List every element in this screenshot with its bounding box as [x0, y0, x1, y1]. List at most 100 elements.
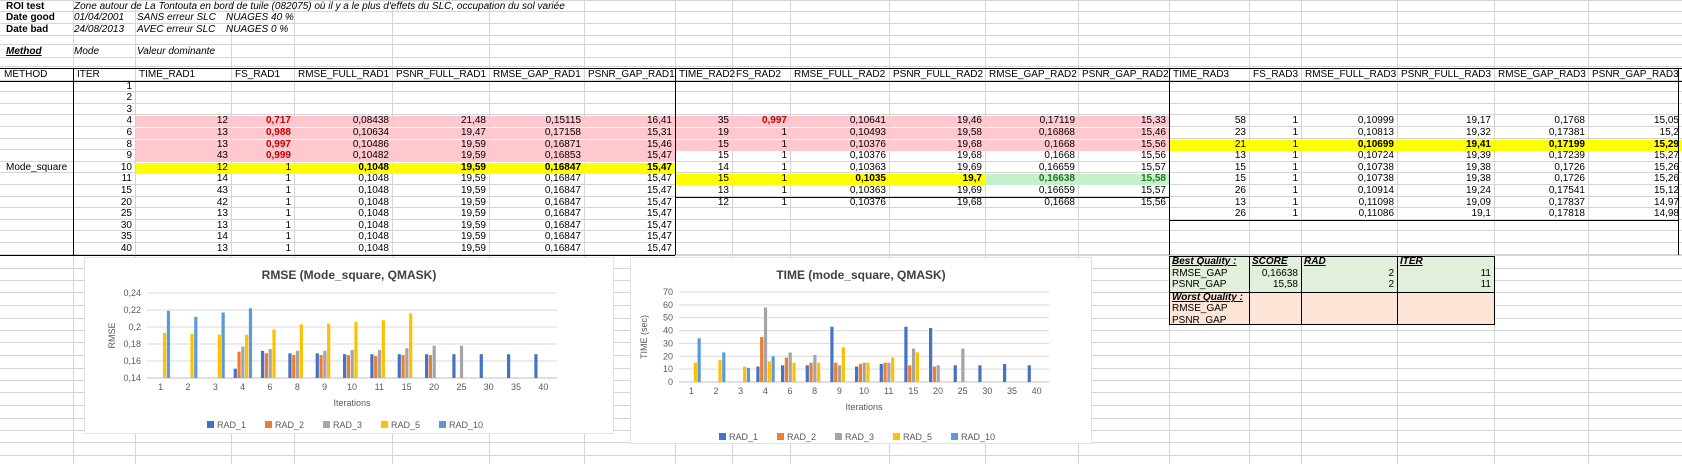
rad3-cell[interactable]: 19,41: [1465, 139, 1491, 150]
rad3-cell[interactable]: 0,10999: [1357, 115, 1394, 126]
rad2-cell[interactable]: 0,17119: [1039, 115, 1075, 126]
rad3-cell[interactable]: 0,17239: [1548, 150, 1585, 161]
col-header-rmse_full_rad1[interactable]: RMSE_FULL_RAD1: [298, 69, 390, 80]
col-header-rmse_gap_rad3[interactable]: RMSE_GAP_RAD3: [1498, 69, 1586, 80]
rad1-cell[interactable]: 19,59: [460, 185, 486, 196]
rad3-cell[interactable]: 0,10699: [1357, 139, 1394, 150]
rad2-cell[interactable]: 0,10641: [849, 115, 886, 126]
rad2-cell[interactable]: 0,997: [761, 115, 787, 126]
rad2-cell[interactable]: 19,46: [956, 115, 982, 126]
rad1-cell[interactable]: 15,46: [646, 139, 672, 150]
rad1-cell[interactable]: 21,48: [460, 115, 486, 126]
rad1-cell[interactable]: 19,59: [460, 162, 486, 173]
col-header-rmse_full_rad3[interactable]: RMSE_FULL_RAD3: [1305, 69, 1397, 80]
rad2-cell[interactable]: 15,56: [1140, 150, 1166, 161]
iter-cell[interactable]: 4: [126, 115, 132, 126]
rad3-cell[interactable]: 0,17381: [1548, 127, 1585, 138]
rad2-cell[interactable]: 1: [781, 162, 787, 173]
iter-cell[interactable]: 2: [126, 92, 132, 103]
rad3-cell[interactable]: 1: [1292, 185, 1298, 196]
score-header[interactable]: SCORE: [1252, 256, 1288, 267]
rad2-cell[interactable]: 1: [781, 127, 787, 138]
best-row-iter[interactable]: 11: [1480, 279, 1491, 290]
rad3-cell[interactable]: 26: [1234, 185, 1246, 196]
rad1-cell[interactable]: 15,47: [646, 173, 672, 184]
rad1-cell[interactable]: 15,47: [646, 243, 672, 254]
rad2-cell[interactable]: 15: [717, 139, 729, 150]
rad1-cell[interactable]: 0,1048: [358, 220, 389, 231]
rad2-cell[interactable]: 15,58: [1140, 173, 1166, 184]
rad1-cell[interactable]: 0,16847: [544, 173, 581, 184]
rad2-cell[interactable]: 0,10493: [849, 127, 886, 138]
rad1-cell[interactable]: 15,47: [646, 150, 672, 161]
date-bad-clouds[interactable]: NUAGES 0 %: [226, 24, 289, 35]
rad3-cell[interactable]: 0,10724: [1357, 150, 1394, 161]
rad1-cell[interactable]: 19,59: [460, 231, 486, 242]
rad2-cell[interactable]: 19,68: [956, 150, 982, 161]
rad3-cell[interactable]: 0,17541: [1548, 185, 1585, 196]
rad3-cell[interactable]: 19,38: [1465, 173, 1491, 184]
rad1-cell[interactable]: 0,999: [265, 150, 291, 161]
rad-header[interactable]: RAD: [1304, 256, 1326, 267]
rad2-cell[interactable]: 14: [717, 162, 729, 173]
rad3-cell[interactable]: 19,17: [1465, 115, 1491, 126]
rad1-cell[interactable]: 19,59: [460, 243, 486, 254]
rad3-cell[interactable]: 1: [1292, 139, 1298, 150]
rad3-cell[interactable]: 1: [1292, 150, 1298, 161]
rad3-cell[interactable]: 0,1726: [1554, 173, 1585, 184]
col-header-method[interactable]: METHOD: [4, 69, 48, 80]
rad1-cell[interactable]: 0,997: [265, 139, 291, 150]
rad3-cell[interactable]: 0,10738: [1357, 173, 1394, 184]
rad3-cell[interactable]: 58: [1234, 115, 1246, 126]
rad2-cell[interactable]: 19,58: [956, 127, 982, 138]
rad1-cell[interactable]: 13: [216, 127, 228, 138]
rad3-cell[interactable]: 13: [1234, 150, 1246, 161]
rad3-cell[interactable]: 15: [1234, 162, 1246, 173]
rad3-cell[interactable]: 26: [1234, 208, 1246, 219]
col-header-psnr_gap_rad1[interactable]: PSNR_GAP_RAD1: [588, 69, 675, 80]
rad2-cell[interactable]: 15,33: [1140, 115, 1166, 126]
rad1-cell[interactable]: 43: [216, 185, 228, 196]
iter-header[interactable]: ITER: [1400, 256, 1423, 267]
worst-quality-label[interactable]: Worst Quality :: [1172, 292, 1243, 303]
best-row-score[interactable]: 0,16638: [1261, 268, 1298, 279]
date-bad-label[interactable]: Date bad: [6, 24, 49, 35]
iter-cell[interactable]: 20: [120, 197, 132, 208]
rad3-cell[interactable]: 15,2: [1659, 127, 1679, 138]
rad1-cell[interactable]: 0,16871: [544, 139, 581, 150]
iter-cell[interactable]: 10: [120, 162, 132, 173]
rad1-cell[interactable]: 14: [216, 173, 228, 184]
iter-cell[interactable]: 15: [120, 185, 132, 196]
rad2-cell[interactable]: 19,68: [956, 197, 982, 208]
rad3-cell[interactable]: 23: [1234, 127, 1246, 138]
rad3-cell[interactable]: 15,26: [1653, 173, 1679, 184]
rad3-cell[interactable]: 1: [1292, 127, 1298, 138]
rad1-cell[interactable]: 1: [285, 220, 291, 231]
col-header-psnr_gap_rad2[interactable]: PSNR_GAP_RAD2: [1082, 69, 1169, 80]
rad1-cell[interactable]: 0,1048: [358, 243, 389, 254]
best-row-name[interactable]: RMSE_GAP: [1172, 268, 1228, 279]
col-header-psnr_gap_rad3[interactable]: PSNR_GAP_RAD3: [1592, 69, 1679, 80]
rad2-cell[interactable]: 0,16638: [1038, 173, 1075, 184]
rad3-cell[interactable]: 0,17837: [1548, 197, 1585, 208]
rad1-cell[interactable]: 1: [285, 173, 291, 184]
rad1-cell[interactable]: 12: [216, 115, 228, 126]
rad1-cell[interactable]: 1: [285, 162, 291, 173]
rad3-cell[interactable]: 15,12: [1653, 185, 1679, 196]
rad1-cell[interactable]: 0,1048: [358, 208, 389, 219]
rad2-cell[interactable]: 1: [781, 139, 787, 150]
rad2-cell[interactable]: 15,57: [1140, 162, 1166, 173]
col-header-time_rad3[interactable]: TIME_RAD3: [1173, 69, 1230, 80]
rad3-cell[interactable]: 15,26: [1653, 162, 1679, 173]
rad2-cell[interactable]: 0,10363: [849, 162, 886, 173]
rad1-cell[interactable]: 0,17158: [544, 127, 581, 138]
rad3-cell[interactable]: 1: [1292, 173, 1298, 184]
rad3-cell[interactable]: 1: [1292, 115, 1298, 126]
rad2-cell[interactable]: 15,56: [1140, 197, 1166, 208]
rad2-cell[interactable]: 0,10363: [849, 185, 886, 196]
rad1-cell[interactable]: 15,47: [646, 185, 672, 196]
col-header-psnr_full_rad1[interactable]: PSNR_FULL_RAD1: [396, 69, 487, 80]
rad2-cell[interactable]: 1: [781, 185, 787, 196]
best-row-rad[interactable]: 2: [1388, 268, 1394, 279]
iter-cell[interactable]: 1: [126, 81, 132, 92]
